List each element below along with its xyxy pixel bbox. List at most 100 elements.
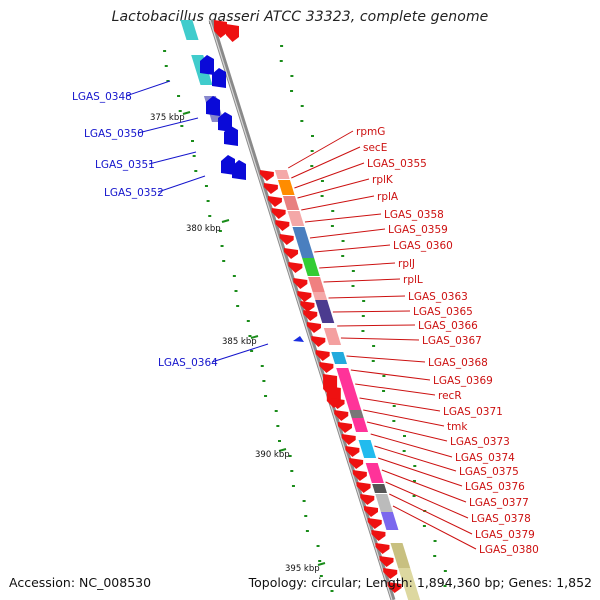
label-leader xyxy=(366,421,448,442)
gc-dot xyxy=(382,390,386,392)
reverse-gene-label: LGAS_0359 xyxy=(388,224,448,236)
gc-dot xyxy=(164,65,168,67)
gc-dot xyxy=(192,155,196,157)
forward-gene-arrow xyxy=(200,55,214,75)
gc-dot xyxy=(280,45,284,47)
gc-dot xyxy=(331,210,335,212)
label-leader xyxy=(355,383,436,396)
gc-dot xyxy=(433,540,437,542)
label-leader xyxy=(340,337,420,341)
reverse-gene-arrow xyxy=(306,322,321,333)
gc-dot xyxy=(191,140,194,142)
reverse-gene-label: LGAS_0377 xyxy=(469,497,529,509)
reverse-gene-arrow xyxy=(288,262,303,273)
gc-dot xyxy=(260,365,264,367)
reverse-gene-arrow xyxy=(375,543,390,554)
reverse-gene-arrow xyxy=(271,208,286,219)
forward-gene-arrow xyxy=(224,126,238,146)
label-leader xyxy=(211,343,269,363)
label-leader xyxy=(332,310,411,313)
gc-dot xyxy=(194,170,198,172)
label-leader xyxy=(328,295,406,299)
gc-dot xyxy=(208,215,212,217)
gc-dot xyxy=(361,315,365,317)
gc-dot xyxy=(392,420,396,422)
cog-strip xyxy=(312,292,328,300)
reverse-gene-label: secE xyxy=(363,142,387,154)
gc-dot xyxy=(206,200,210,202)
reverse-gene-arrow xyxy=(330,398,345,409)
reverse-gene-label: rplK xyxy=(372,174,394,186)
gc-dot xyxy=(178,110,182,112)
label-leader xyxy=(346,355,426,363)
gc-dot xyxy=(413,465,417,467)
scale-tick xyxy=(317,562,326,566)
label-leader xyxy=(291,146,361,179)
cog-strip xyxy=(380,512,399,530)
reverse-gene-arrow xyxy=(293,278,308,289)
cog-strip xyxy=(349,410,364,418)
reverse-gene-arrow xyxy=(345,446,360,457)
reverse-gene-label: LGAS_0368 xyxy=(428,357,488,369)
reverse-gene-arrow xyxy=(311,336,326,347)
reverse-gene-arrow xyxy=(297,291,312,302)
gc-dot xyxy=(180,125,184,127)
reverse-gene-label: tmk xyxy=(447,421,468,433)
reverse-gene-arrow xyxy=(319,362,334,373)
forward-gene-label: LGAS_0350 xyxy=(84,128,144,140)
gc-dot xyxy=(382,375,386,377)
cog-strip xyxy=(315,300,335,323)
reverse-gene-arrow xyxy=(379,556,394,567)
gc-dot xyxy=(279,60,283,62)
reverse-gene-label: LGAS_0375 xyxy=(459,466,519,478)
reverse-gene-label: recR xyxy=(438,390,462,402)
reverse-gene-arrow xyxy=(367,518,382,529)
reverse-gene-label: LGAS_0373 xyxy=(450,436,510,448)
reverse-gene-arrow xyxy=(303,310,318,321)
forward-gene-arrow xyxy=(218,112,232,132)
gc-dot xyxy=(163,50,167,52)
reverse-gene-label: LGAS_0374 xyxy=(455,452,515,464)
label-leader xyxy=(370,433,453,458)
gc-dot xyxy=(222,260,226,262)
forward-gene-arrow xyxy=(232,160,246,180)
cog-strip xyxy=(358,440,377,458)
gc-dot xyxy=(288,455,292,457)
gc-dot xyxy=(248,335,252,337)
forward-gene-arrow xyxy=(221,155,235,175)
reverse-gene-label: LGAS_0380 xyxy=(479,544,539,556)
gc-dot xyxy=(291,485,295,487)
label-leader xyxy=(301,195,375,211)
forward-gene-label: LGAS_0352 xyxy=(104,187,164,199)
forward-gene-label: LGAS_0364 xyxy=(158,357,218,369)
cog-strip xyxy=(365,463,384,483)
label-leader xyxy=(392,505,477,550)
gc-dot xyxy=(290,75,294,77)
reverse-gene-arrow xyxy=(383,568,398,579)
label-leader xyxy=(389,493,473,535)
reverse-gene-arrow xyxy=(341,434,356,445)
reverse-gene-label: rplJ xyxy=(398,258,415,270)
reverse-gene-label: LGAS_0376 xyxy=(465,481,525,493)
reverse-gene-arrow xyxy=(259,170,274,181)
forward-gene-arrow xyxy=(206,96,220,116)
label-leader xyxy=(314,244,391,253)
reverse-gene-arrow xyxy=(364,506,379,517)
reverse-gene-label: LGAS_0369 xyxy=(433,375,493,387)
label-leader xyxy=(363,409,445,427)
label-leader xyxy=(125,80,171,97)
reverse-gene-label: rplL xyxy=(403,274,423,286)
label-leader xyxy=(157,175,206,193)
reverse-gene-label: rpmG xyxy=(356,126,385,138)
gc-dot xyxy=(310,165,314,167)
scale-tick xyxy=(278,448,287,452)
label-leader xyxy=(148,151,197,165)
backbone-line xyxy=(208,19,396,600)
reverse-gene-label: LGAS_0371 xyxy=(443,406,503,418)
gc-dot xyxy=(290,90,294,92)
gc-dot xyxy=(412,495,416,497)
reverse-gene-arrow xyxy=(275,220,290,231)
label-leader xyxy=(381,469,467,503)
reverse-gene-label: LGAS_0355 xyxy=(367,158,427,170)
